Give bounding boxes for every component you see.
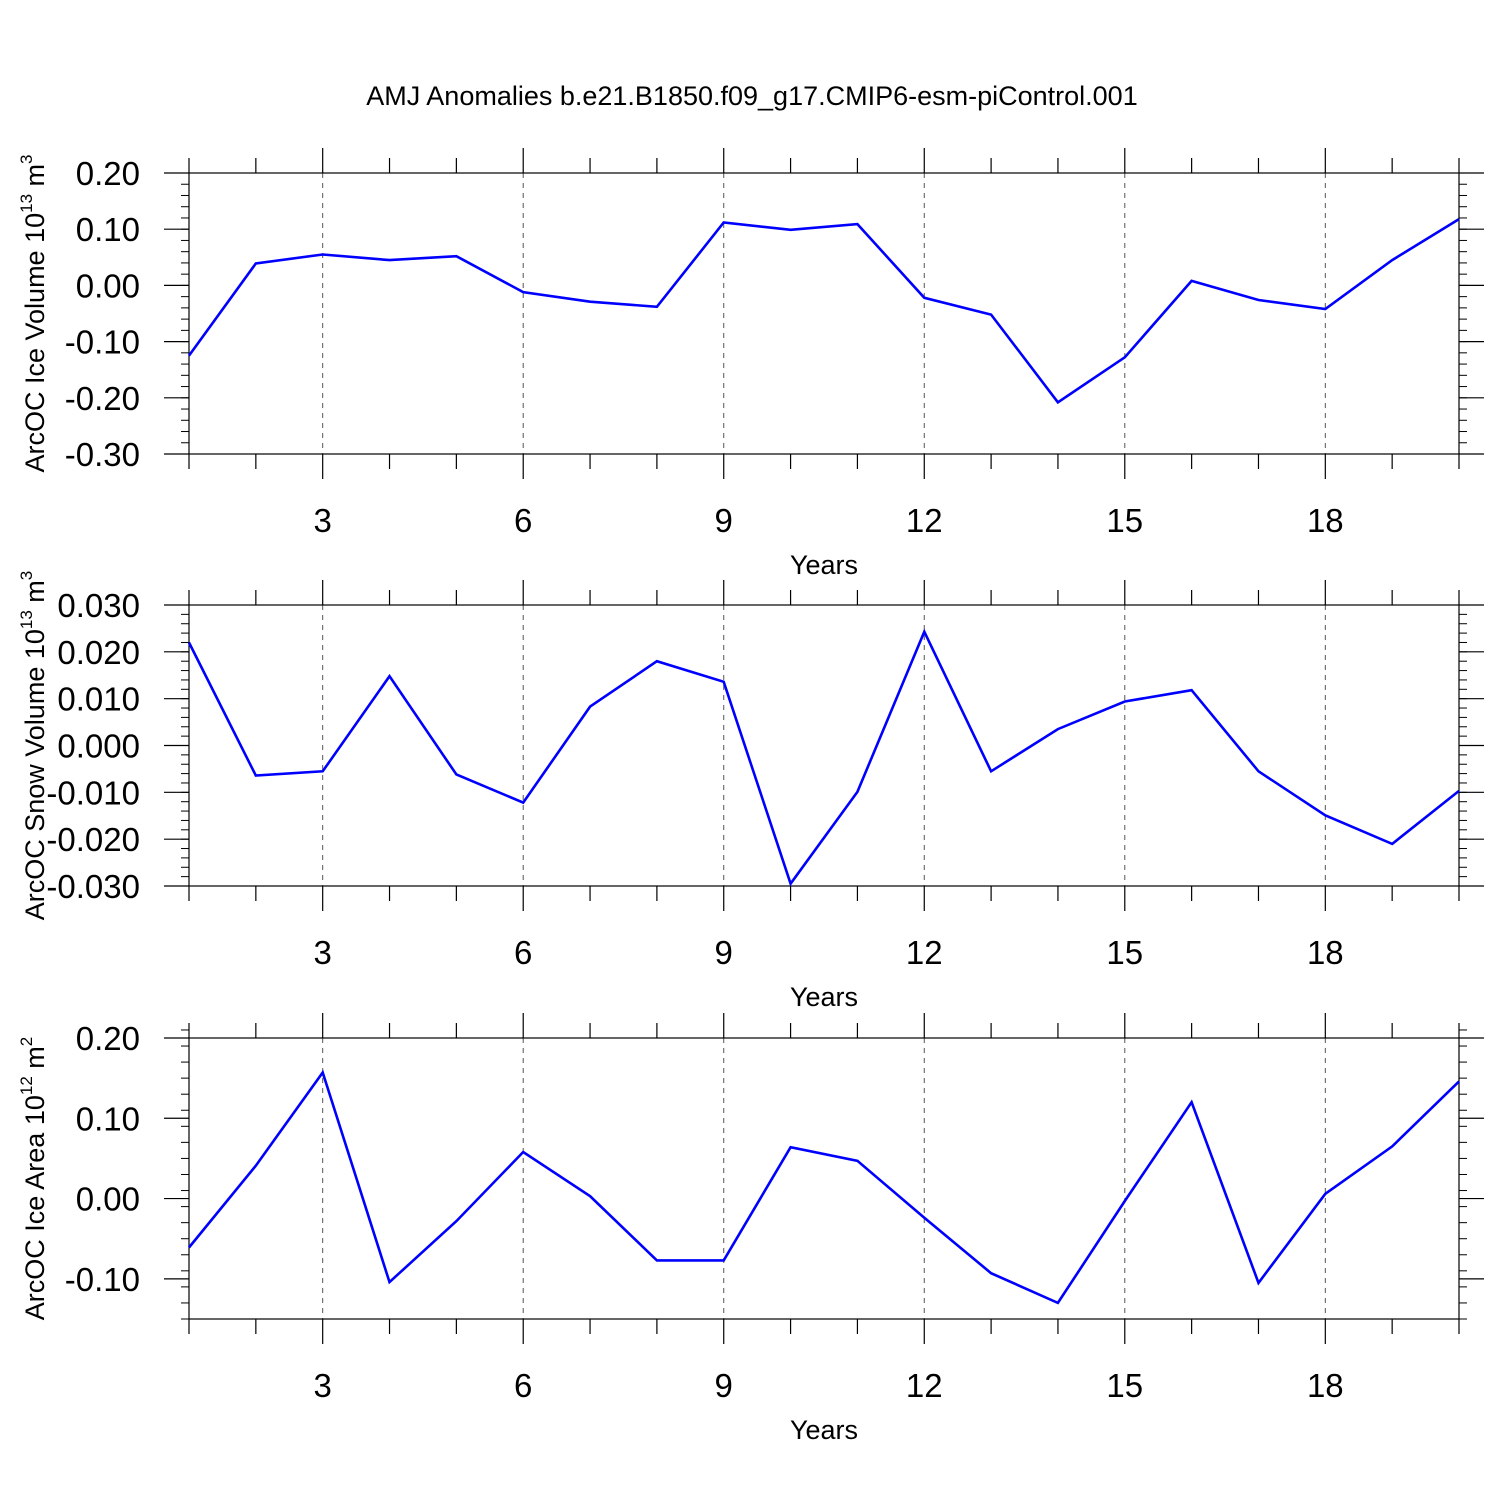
panel-snow-volume: 3 6 9 12 15 18 0.030 0.020 0.010 0.000 -0.010 -0.02…	[17, 571, 1484, 1012]
y-axis-label-text: ArcOC Ice Volume 10	[20, 213, 50, 473]
panel-ice-area: 3 6 9 12 15 18 0.20 0.10 0.00 -0.10 Years ArcOC Ice…	[17, 1013, 1484, 1445]
x-tick-label: 9	[715, 502, 733, 539]
y-tick-label: -0.10	[65, 1261, 140, 1298]
y-axis-label: ArcOC Ice Area 1012 m2	[17, 1037, 50, 1321]
figure-title: AMJ Anomalies b.e21.B1850.f09_g17.CMIP6-…	[366, 81, 1137, 111]
y-axis-label-unit-exponent: 3	[17, 154, 36, 163]
x-tick-label: 12	[906, 934, 943, 971]
y-tick-label: 0.10	[76, 211, 140, 248]
y-axis-label: ArcOC Snow Volume 1013 m3	[17, 571, 50, 921]
y-tick-label: -0.030	[46, 868, 140, 905]
y-axis-label-unit: m	[20, 580, 50, 610]
y-tick-label: -0.020	[46, 821, 140, 858]
plot-frame	[188, 172, 1460, 455]
y-axis-label-exponent: 13	[17, 610, 36, 629]
y-tick-label: 0.20	[76, 1020, 140, 1057]
y-tick-label: 0.20	[76, 155, 140, 192]
y-tick-label: 0.030	[57, 587, 140, 624]
x-tick-label: 18	[1307, 934, 1344, 971]
x-tick-label: 3	[314, 502, 332, 539]
y-axis-label-unit: m	[20, 164, 50, 194]
y-tick-label: 0.10	[76, 1100, 140, 1137]
x-tick-label: 3	[314, 1367, 332, 1404]
x-tick-label: 18	[1307, 1367, 1344, 1404]
x-tick-label: 6	[514, 502, 532, 539]
panel-ice-volume: 3 6 9 12 15 18 0.20 0.10 0.00 -0.10 -0.20 -0.30 Year…	[17, 148, 1484, 580]
plot-frame	[188, 1037, 1460, 1320]
y-tick-label: -0.20	[65, 380, 140, 417]
y-tick-label: 0.00	[76, 267, 140, 304]
y-axis-label-unit: m	[20, 1046, 50, 1076]
y-axis-label: ArcOC Ice Volume 1013 m3	[17, 154, 50, 472]
y-axis-label-unit-exponent: 3	[17, 571, 36, 580]
x-tick-label: 9	[715, 1367, 733, 1404]
x-axis-label: Years	[790, 550, 858, 580]
y-axis-label-text: ArcOC Snow Volume 10	[20, 629, 50, 920]
x-axis-label: Years	[790, 1415, 858, 1445]
series-line	[187, 628, 1460, 887]
y-tick-label: 0.00	[76, 1181, 140, 1218]
x-tick-label: 15	[1106, 1367, 1143, 1404]
y-axis-label-exponent: 12	[17, 1076, 36, 1095]
y-tick-label: 0.010	[57, 681, 140, 718]
y-axis-label-exponent: 13	[17, 194, 36, 213]
plot-frame	[188, 604, 1460, 887]
x-tick-label: 15	[1106, 502, 1143, 539]
y-axis-label-unit-exponent: 2	[17, 1037, 36, 1046]
x-axis-label: Years	[790, 982, 858, 1012]
x-tick-label: 6	[514, 1367, 532, 1404]
x-tick-label: 15	[1106, 934, 1143, 971]
y-tick-label: -0.010	[46, 774, 140, 811]
x-tick-label: 18	[1307, 502, 1344, 539]
y-axis-label-text: ArcOC Ice Area 10	[20, 1095, 50, 1320]
series-line	[187, 217, 1460, 405]
x-tick-label: 6	[514, 934, 532, 971]
x-tick-label: 12	[906, 1367, 943, 1404]
series-line	[187, 1069, 1460, 1305]
y-tick-label: 0.020	[57, 634, 140, 671]
y-tick-label: -0.30	[65, 436, 140, 473]
x-tick-label: 3	[314, 934, 332, 971]
y-tick-label: 0.000	[57, 728, 140, 765]
y-tick-label: -0.10	[65, 324, 140, 361]
x-tick-label: 12	[906, 502, 943, 539]
x-tick-label: 9	[715, 934, 733, 971]
